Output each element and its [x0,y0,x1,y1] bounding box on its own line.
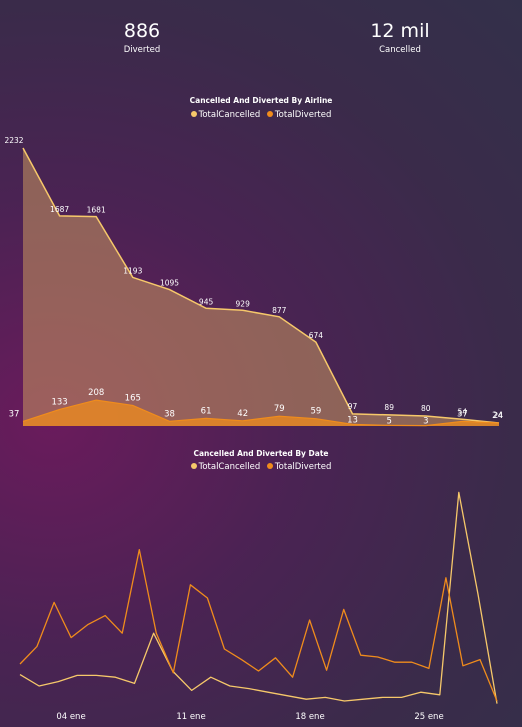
data-label-TotalCancelled-3: 1193 [123,266,142,275]
kpi-diverted: 886 Diverted [42,18,242,56]
data-label-TotalDiverted-3: 165 [125,393,141,403]
airline-chart-legend: TotalCancelled TotalDiverted [0,110,522,120]
x-tick-label-0: 04 ene [56,712,85,722]
legend-diverted-marker [266,463,273,469]
data-label-TotalCancelled-1: 1687 [50,205,69,214]
line-TotalCancelled [19,491,498,704]
area-TotalCancelled [23,148,499,426]
legend-cancelled-marker [190,463,197,469]
legend-cancelled-label: TotalCancelled [198,462,261,472]
data-label-TotalCancelled-7: 877 [272,306,287,315]
data-label-TotalDiverted-10: 5 [386,416,391,426]
kpi-diverted-label: Diverted [123,45,161,55]
data-label-TotalDiverted-6: 42 [237,409,248,419]
data-label-TotalCancelled-10: 89 [384,403,394,412]
data-label-TotalDiverted-1: 133 [51,397,67,407]
legend-cancelled-marker [190,111,197,117]
data-label-TotalDiverted-4: 38 [164,409,175,419]
data-label-TotalDiverted-9: 13 [347,415,358,425]
line-TotalDiverted [22,399,500,427]
data-label-TotalCancelled-5: 945 [199,297,214,306]
x-tick-label-3: 25 ene [414,712,443,722]
kpi-cancelled: 12 mil Cancelled [300,18,500,56]
data-label-TotalDiverted-11: 3 [423,417,428,427]
data-label-TotalCancelled-0: 2232 [4,136,23,145]
data-label-TotalDiverted-2: 208 [88,388,104,398]
airline-chart-title: Cancelled And Diverted By Airline [189,96,333,105]
date-chart-title: Cancelled And Diverted By Date [193,449,329,458]
x-tick-label-1: 11 ene [176,712,205,722]
data-label-TotalDiverted-8: 59 [310,407,321,417]
legend-diverted-label: TotalDiverted [274,110,332,120]
legend-cancelled-label: TotalCancelled [198,110,261,120]
data-label-TotalCancelled-4: 1095 [160,279,179,288]
data-label-TotalCancelled-9: 97 [348,402,358,411]
data-label-TotalCancelled-13: 24 [493,411,503,420]
kpi-diverted-value: 886 [123,20,161,42]
data-label-TotalDiverted-5: 61 [201,406,212,416]
data-label-TotalDiverted-0: 37 [9,409,20,419]
data-label-TotalCancelled-11: 80 [421,404,431,413]
area-TotalDiverted [23,400,499,426]
data-label-TotalCancelled-12: 54 [458,407,468,416]
kpi-cancelled-value: 12 mil [370,20,430,42]
data-label-TotalCancelled-6: 929 [236,299,251,308]
date-chart-legend: TotalCancelled TotalDiverted [0,462,522,472]
data-label-TotalCancelled-8: 674 [309,331,324,340]
x-tick-label-2: 18 ene [295,712,324,722]
line-TotalCancelled [22,147,500,424]
data-label-TotalDiverted-13: 24 [492,411,503,421]
legend-diverted-label: TotalDiverted [274,462,332,472]
data-label-TotalDiverted-7: 79 [274,404,285,414]
data-label-TotalDiverted-12: 37 [457,409,468,419]
line-TotalDiverted [19,548,498,702]
legend-diverted-marker [266,111,273,117]
data-label-TotalCancelled-2: 1681 [87,206,106,215]
kpi-cancelled-label: Cancelled [379,45,421,55]
